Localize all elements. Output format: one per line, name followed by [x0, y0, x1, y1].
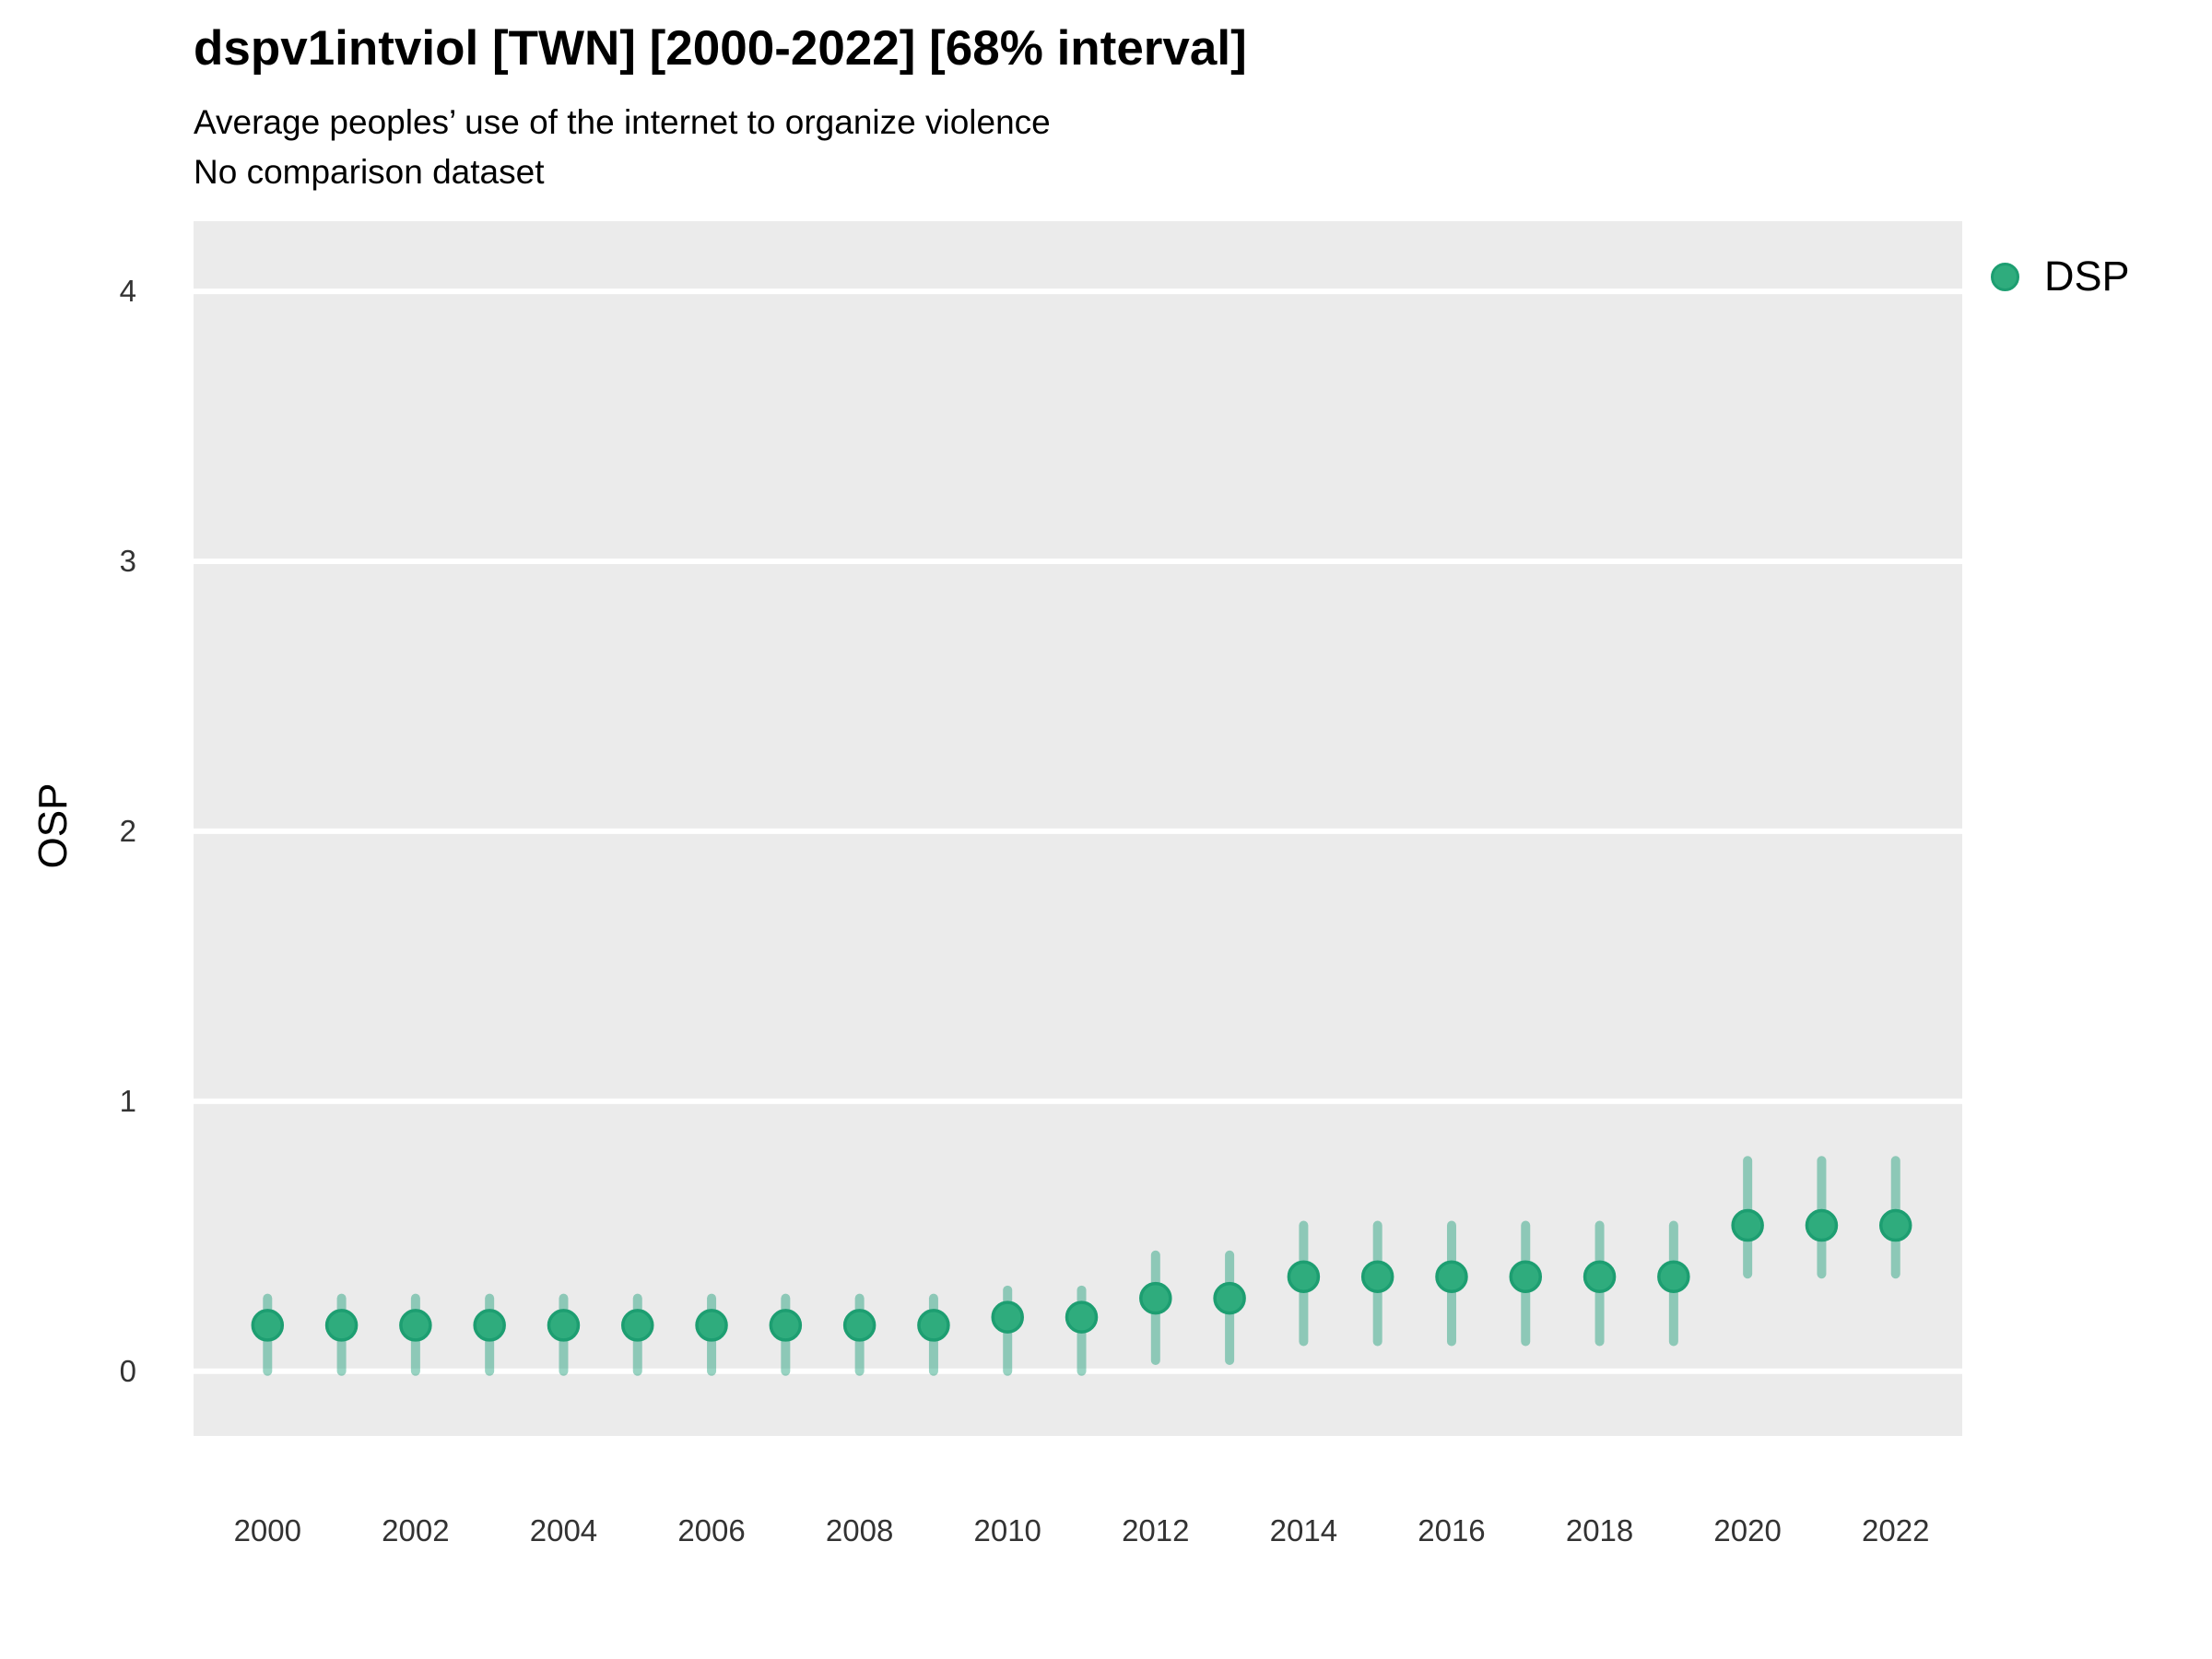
data-point-2006 [695, 1309, 728, 1342]
data-point-2022 [1878, 1208, 1912, 1242]
plot-canvas [194, 288, 1962, 1376]
data-point-2002 [399, 1309, 432, 1342]
data-point-2005 [621, 1309, 654, 1342]
y-tick-label-2: 2 [119, 813, 136, 848]
data-point-2003 [473, 1309, 506, 1342]
x-tick-label-2000: 2000 [233, 1513, 301, 1547]
data-point-2001 [324, 1309, 359, 1342]
y-tick-label-3: 3 [119, 544, 136, 579]
x-tick-label-2006: 2006 [677, 1513, 746, 1547]
y-tick-label-1: 1 [119, 1083, 136, 1118]
data-point-2011 [1065, 1300, 1099, 1334]
x-tick-label-2004: 2004 [529, 1513, 598, 1547]
data-point-2015 [1360, 1260, 1394, 1293]
data-point-2000 [251, 1309, 285, 1342]
x-tick-label-2010: 2010 [973, 1513, 1041, 1547]
y-tick-label-0: 0 [119, 1353, 136, 1388]
plot-panel [194, 221, 1962, 1436]
data-point-2014 [1287, 1260, 1321, 1293]
x-tick-label-2002: 2002 [382, 1513, 450, 1547]
x-tick-label-2014: 2014 [1269, 1513, 1338, 1547]
data-point-2010 [991, 1300, 1024, 1334]
data-point-2013 [1213, 1281, 1246, 1315]
data-point-2009 [917, 1309, 950, 1342]
x-tick-label-2016: 2016 [1418, 1513, 1486, 1547]
chart-subtitle: Average peoples’ use of the internet to … [194, 103, 1051, 141]
legend-label: DSP [2044, 253, 2130, 300]
legend-point-icon [1991, 262, 2019, 291]
data-point-2019 [1657, 1260, 1690, 1293]
data-point-2018 [1583, 1260, 1617, 1293]
data-point-2007 [769, 1309, 803, 1342]
chart-subtitle-secondary: No comparison dataset [194, 153, 545, 191]
chart-title: dspv1intviol [TWN] [2000-2022] [68% inte… [194, 21, 1247, 76]
data-point-2008 [842, 1309, 877, 1342]
data-point-2012 [1139, 1281, 1172, 1315]
data-point-2021 [1805, 1208, 1839, 1242]
data-point-2017 [1509, 1260, 1543, 1293]
data-point-2016 [1435, 1260, 1468, 1293]
data-point-2020 [1731, 1208, 1764, 1242]
legend: DSP [1991, 251, 2130, 302]
x-tick-label-2012: 2012 [1122, 1513, 1190, 1547]
x-tick-label-2008: 2008 [825, 1513, 894, 1547]
data-point-2004 [547, 1309, 581, 1342]
y-tick-label-4: 4 [119, 274, 136, 309]
x-tick-label-2018: 2018 [1565, 1513, 1634, 1547]
x-tick-label-2020: 2020 [1713, 1513, 1782, 1547]
x-tick-label-2022: 2022 [1862, 1513, 1930, 1547]
